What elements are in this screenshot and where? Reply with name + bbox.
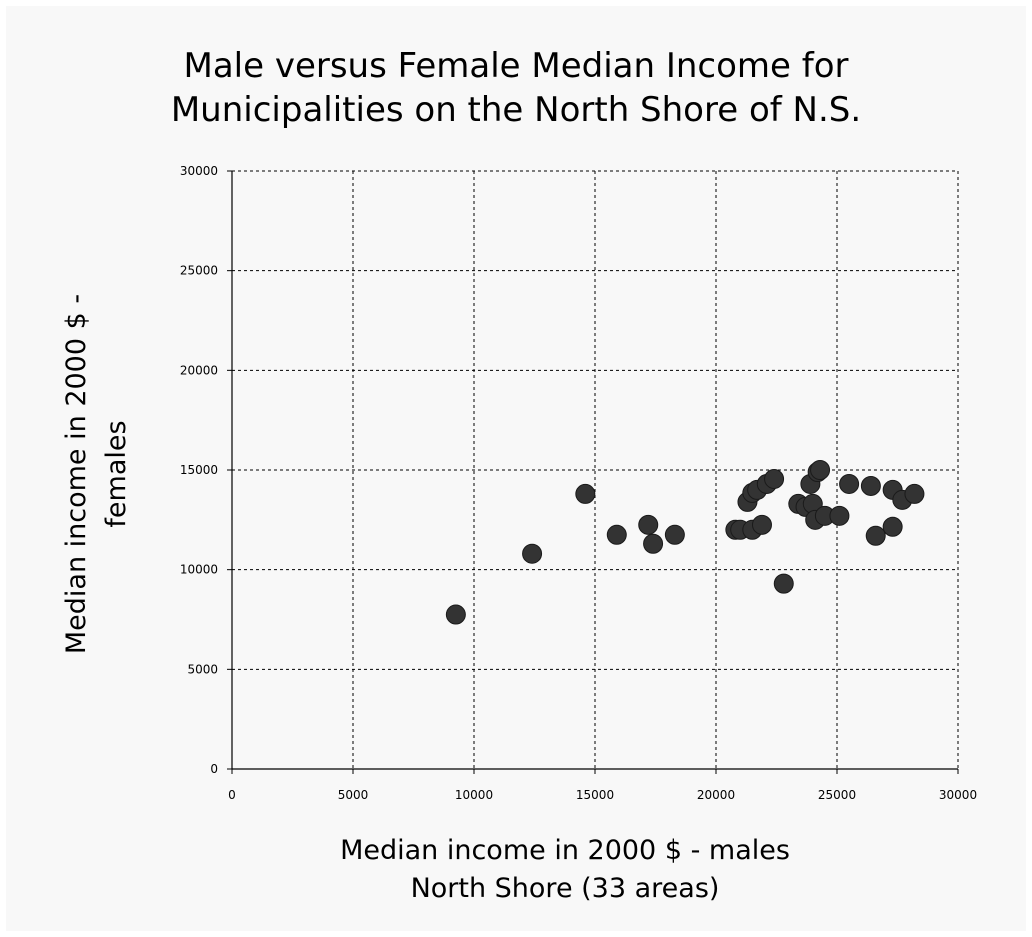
x-axis-title: Median income in 2000 $ - males North Sh… [340,835,790,904]
x-tick-label: 10000 [455,788,493,802]
grid-lines [232,170,959,769]
data-point [860,475,881,496]
y-tick-label: 20000 [180,363,218,377]
data-point [522,543,543,564]
data-point [865,525,886,546]
y-tick-label: 15000 [180,463,218,477]
data-point [839,473,860,494]
y-tick-label: 30000 [180,164,218,178]
data-point [829,505,850,526]
y-tick-label: 5000 [187,662,218,676]
tick-labels: 0 5000 10000 15000 20000 25000 30000 0 5000 10000… [180,164,977,802]
axes [227,170,959,774]
data-point [904,483,925,504]
x-tick-label: 30000 [939,788,977,802]
chart-background [6,6,1026,931]
y-tick-label: 25000 [180,264,218,278]
x-tick-label: 25000 [818,788,856,802]
data-point [764,468,785,489]
y-tick-label: 10000 [180,563,218,577]
x-tick-label: 20000 [697,788,735,802]
data-point [773,573,794,594]
data-point [643,533,664,554]
data-point [638,514,659,535]
data-point [751,514,772,535]
x-tick-label: 5000 [338,788,369,802]
x-tick-label: 15000 [576,788,614,802]
data-point [810,460,831,480]
y-tick-label: 0 [210,762,218,776]
data-points [445,460,925,625]
data-point [606,524,627,545]
x-tick-label: 0 [228,788,236,802]
data-point [445,604,466,625]
data-point [575,483,596,504]
data-point [882,516,903,537]
chart-title: Male versus Female Median Income for Mun… [170,46,862,130]
data-point [664,524,685,545]
